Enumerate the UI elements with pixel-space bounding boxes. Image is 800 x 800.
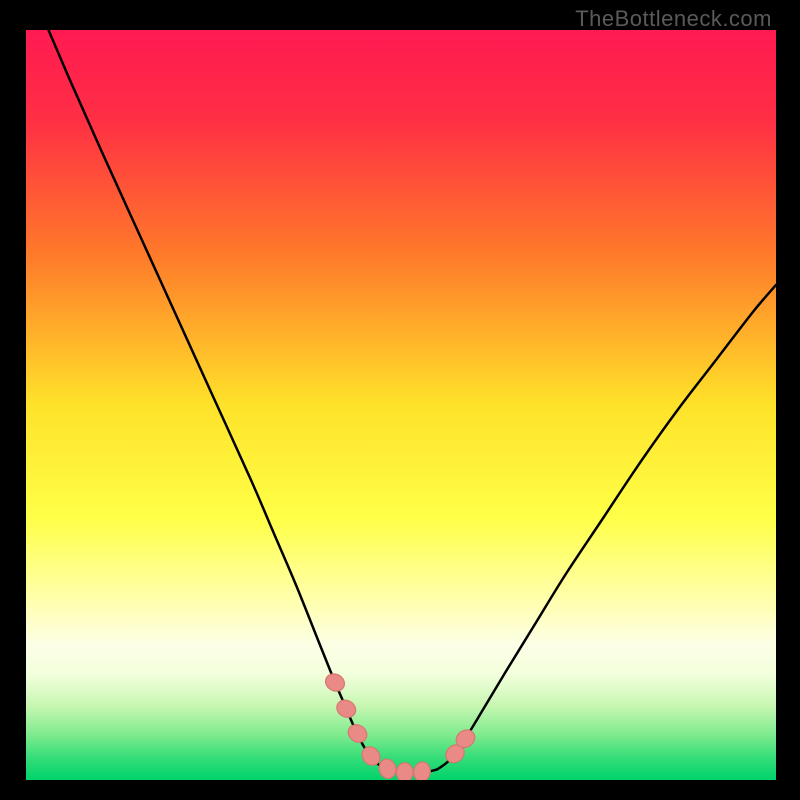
curve-marker [397,763,414,780]
watermark-text: TheBottleneck.com [575,6,772,32]
gradient-background [26,30,776,780]
plot-svg [26,30,776,780]
plot-area [26,30,776,780]
chart-container: TheBottleneck.com [0,0,800,800]
